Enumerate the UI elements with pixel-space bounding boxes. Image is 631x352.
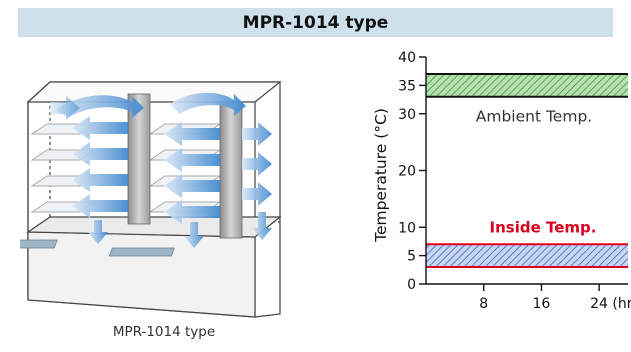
airflow-diagram xyxy=(0,81,282,318)
y-tick-label: 35 xyxy=(398,78,416,94)
x-tick-label: 16 xyxy=(533,296,551,312)
inside-temp-band xyxy=(426,244,628,267)
drain-tray-left xyxy=(0,239,58,249)
chart-svg: 0 5 10 20 30 35 40 8 16 24 (hr.) Ambient Temp. In… xyxy=(372,50,631,312)
page-title: MPR-1014 type xyxy=(18,8,613,37)
y-tick-label: 10 xyxy=(398,220,416,236)
drain-tray-right xyxy=(108,247,175,257)
y-tick-label: 0 xyxy=(407,277,416,293)
y-tick-label: 30 xyxy=(398,107,416,123)
x-tick-label: 8 xyxy=(479,296,488,312)
x-tick-label: 24 (hr.) xyxy=(590,296,631,312)
illustration-caption: MPR-1014 type xyxy=(112,324,216,340)
ambient-temp-label: Ambient Temp. xyxy=(476,108,592,126)
y-tick-label: 20 xyxy=(398,164,416,180)
y-tick-label: 5 xyxy=(407,249,416,265)
airflow-arrows xyxy=(50,92,272,248)
y-axis-label: Temperature (°C) xyxy=(372,108,390,243)
ambient-temp-band xyxy=(426,74,628,97)
refrigerator-airflow-illustration xyxy=(0,62,320,318)
evaporator-panel-right xyxy=(219,101,243,239)
evaporator-panel-left xyxy=(127,93,151,225)
y-tick-label: 40 xyxy=(398,50,416,66)
inside-temp-label: Inside Temp. xyxy=(490,218,597,236)
temperature-chart: 0 5 10 20 30 35 40 8 16 24 (hr.) Ambient Temp. In… xyxy=(360,45,631,348)
